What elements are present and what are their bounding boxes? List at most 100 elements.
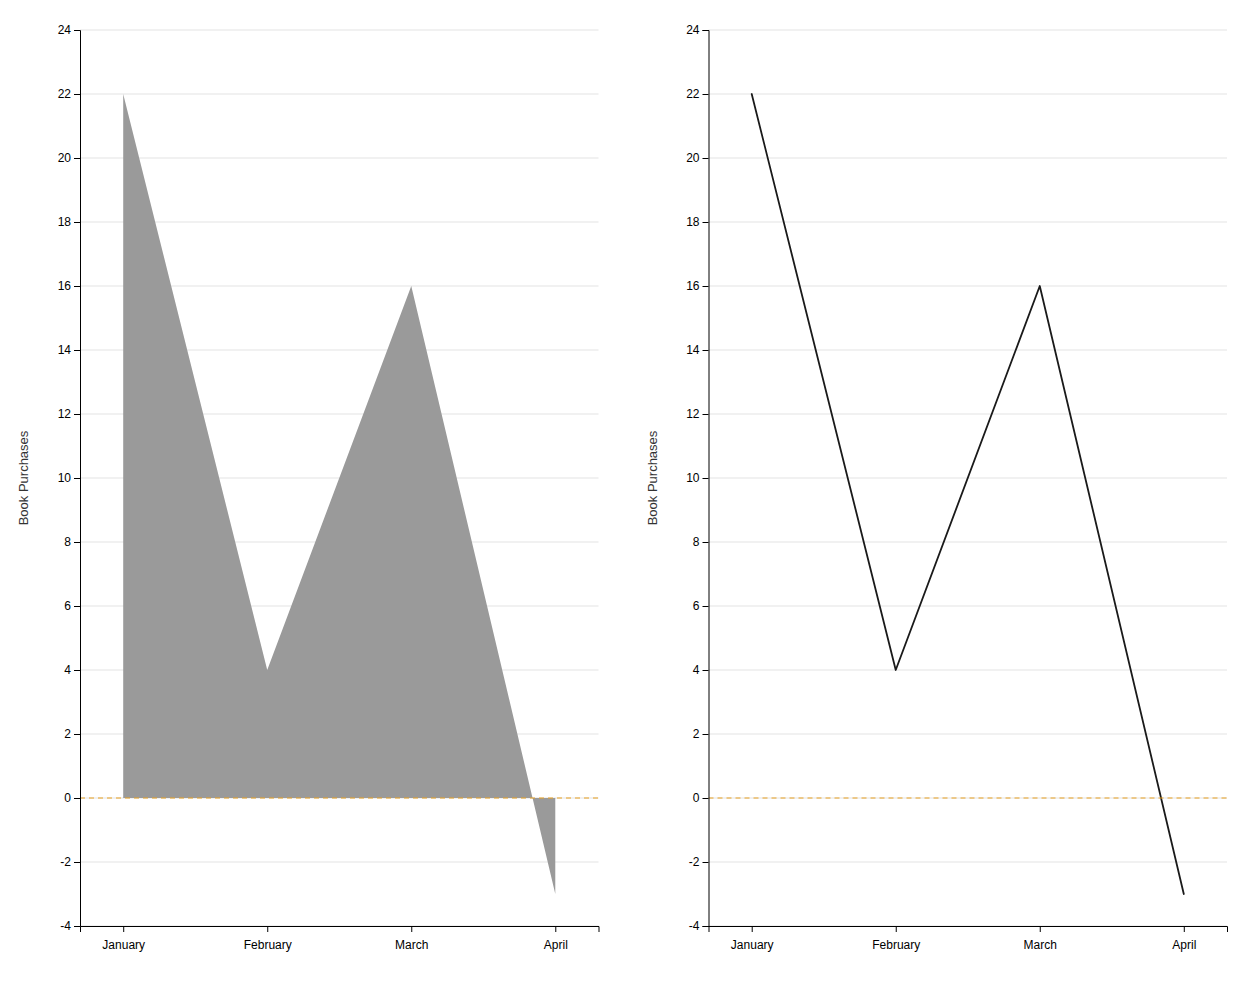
- tick-mark: [74, 350, 80, 351]
- plot-area: [709, 94, 1228, 894]
- tick-mark: [555, 926, 556, 932]
- tick-mark: [74, 926, 80, 927]
- tick: February: [872, 926, 920, 952]
- tick-mark: [74, 414, 80, 415]
- x-axis: January February March April: [709, 926, 1228, 952]
- grid-line: [80, 94, 599, 95]
- tick: 4: [693, 663, 709, 677]
- tick: -4: [60, 919, 80, 933]
- tick-mark: [74, 222, 80, 223]
- tick-label: 10: [58, 471, 72, 485]
- tick-mark: [74, 30, 80, 31]
- tick-label: February: [244, 938, 292, 952]
- tick-label: April: [544, 938, 568, 952]
- tick: 12: [686, 407, 708, 421]
- tick: January: [731, 926, 774, 952]
- axis-line: [81, 927, 600, 933]
- tick-mark: [896, 926, 897, 932]
- tick-label: 18: [686, 215, 700, 229]
- axis-line: [74, 31, 81, 927]
- tick: 14: [58, 343, 80, 357]
- tick-label: 16: [58, 279, 72, 293]
- grid-line: [709, 862, 1228, 863]
- tick-mark: [703, 478, 709, 479]
- tick: 16: [58, 279, 80, 293]
- tick-mark: [267, 926, 268, 932]
- tick: -2: [60, 855, 80, 869]
- tick-label: April: [1172, 938, 1196, 952]
- tick-mark: [703, 350, 709, 351]
- plot-area: [80, 94, 599, 894]
- grid-line: [709, 798, 1228, 799]
- tick-mark: [74, 158, 80, 159]
- tick: 24: [686, 23, 708, 37]
- grid-line: [709, 158, 1228, 159]
- tick-mark: [74, 286, 80, 287]
- grid-line: [709, 222, 1228, 223]
- tick-label: 24: [686, 23, 700, 37]
- tick: 0: [64, 791, 80, 805]
- tick: 10: [686, 471, 708, 485]
- tick-label: 22: [58, 87, 72, 101]
- axis-line: [709, 927, 1228, 933]
- tick-label: 2: [693, 727, 700, 741]
- tick: 2: [693, 727, 709, 741]
- zero-line: [709, 798, 1228, 799]
- grid-line: [709, 542, 1228, 543]
- y-axis: -4-2024681012141618202224: [58, 23, 81, 933]
- tick-mark: [1040, 926, 1041, 932]
- tick: 0: [693, 791, 709, 805]
- tick-label: -2: [689, 855, 700, 869]
- tick-label: January: [102, 938, 145, 952]
- grid-line: [709, 606, 1228, 607]
- tick: January: [102, 926, 145, 952]
- tick-label: March: [1024, 938, 1057, 952]
- tick: -2: [689, 855, 709, 869]
- grid-line: [80, 222, 599, 223]
- grid-line: [709, 670, 1228, 671]
- tick-mark: [703, 670, 709, 671]
- tick: 2: [64, 727, 80, 741]
- tick: 8: [693, 535, 709, 549]
- tick-label: -2: [60, 855, 71, 869]
- tick-label: 6: [64, 599, 71, 613]
- tick-label: 0: [693, 791, 700, 805]
- tick-label: 18: [58, 215, 72, 229]
- grid: [80, 30, 599, 926]
- tick-mark: [703, 286, 709, 287]
- tick-label: 8: [693, 535, 700, 549]
- tick-mark: [74, 734, 80, 735]
- line: [752, 94, 1184, 894]
- tick-label: -4: [60, 919, 71, 933]
- grid-line: [80, 30, 599, 31]
- tick-mark: [123, 926, 124, 932]
- tick: 8: [64, 535, 80, 549]
- grid-line: [709, 734, 1228, 735]
- tick-label: 14: [686, 343, 700, 357]
- tick: 4: [64, 663, 80, 677]
- tick-mark: [74, 862, 80, 863]
- tick-label: 12: [58, 407, 72, 421]
- tick: -4: [689, 919, 709, 933]
- tick-mark: [703, 926, 709, 927]
- tick: 6: [693, 599, 709, 613]
- tick: 22: [686, 87, 708, 101]
- tick-mark: [703, 414, 709, 415]
- tick-label: 22: [686, 87, 700, 101]
- chart-canvas: -4-2024681012141618202224JanuaryFebruary…: [0, 0, 1257, 986]
- zero-line: [80, 798, 599, 799]
- grid-line: [709, 30, 1228, 31]
- tick-label: 4: [693, 663, 700, 677]
- tick: 20: [58, 151, 80, 165]
- tick: April: [1172, 926, 1196, 952]
- tick-label: 20: [58, 151, 72, 165]
- tick: March: [1024, 926, 1057, 952]
- tick: 20: [686, 151, 708, 165]
- x-axis: JanuaryFebruaryMarchApril: [81, 926, 600, 952]
- area: [123, 94, 555, 894]
- panel: -4-2024681012141618202224JanuaryFebruary…: [16, 23, 599, 952]
- tick: 14: [686, 343, 708, 357]
- tick-mark: [74, 94, 80, 95]
- tick-label: 4: [64, 663, 71, 677]
- grid-line: [80, 862, 599, 863]
